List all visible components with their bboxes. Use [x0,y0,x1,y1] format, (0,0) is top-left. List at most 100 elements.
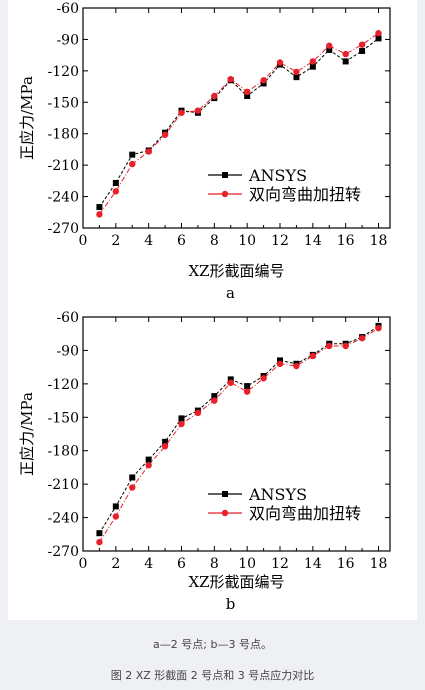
legend-marker-square [222,172,228,178]
y-tick-label: -210 [48,158,79,174]
series-line-ansys [98,325,379,534]
data-point-ansys [96,204,103,211]
legend-label: 双向弯曲加扭转 [249,504,361,523]
x-tick-label: 12 [271,233,289,249]
data-point-bending-torsion [342,50,349,58]
data-point-bending-torsion [276,59,284,66]
y-tick-label: -90 [56,32,79,48]
figure-panel [8,0,417,620]
data-point-bending-torsion [161,443,169,450]
data-point-bending-torsion [358,334,366,342]
legend-marker-square [222,491,228,497]
y-tick-label: -60 [56,1,79,17]
legend-label: ANSYS [248,166,307,185]
x-tick-label: 18 [370,556,388,572]
x-tick-label: 16 [337,233,355,249]
x-tick-label: 10 [238,233,256,249]
data-point-bending-torsion [375,324,382,332]
data-point-ansys [375,35,382,42]
panel-label: b [226,595,236,613]
x-tick-label: 2 [111,233,120,249]
data-point-bending-torsion [129,160,136,168]
data-point-bending-torsion [227,379,234,386]
x-axis-label: XZ形截面编号 [188,262,284,280]
data-point-ansys [244,383,251,390]
x-tick-label: 4 [144,233,153,249]
data-point-bending-torsion [342,342,349,350]
x-tick-label: 14 [304,233,322,249]
data-point-ansys [326,46,333,53]
data-point-bending-torsion [194,107,202,114]
x-tick-label: 2 [111,556,120,572]
data-point-bending-torsion [326,342,333,350]
x-tick-label: 4 [144,556,153,572]
data-point-ansys [211,393,218,400]
data-point-bending-torsion [96,538,103,546]
y-tick-label: -150 [48,95,79,111]
data-point-ansys [112,179,119,186]
y-tick-label: -270 [48,544,79,560]
x-tick-label: 6 [177,556,186,572]
figure-caption: 图 2 XZ 形截面 2 号点和 3 号点应力对比 [110,669,315,682]
data-point-bending-torsion [358,41,366,48]
y-tick-label: -240 [48,190,79,206]
data-point-ansys [162,438,169,445]
data-point-ansys [244,93,251,99]
x-tick-label: 8 [210,233,219,249]
data-point-bending-torsion [293,68,300,76]
legend-marker-circle [221,190,229,198]
data-point-ansys [342,58,349,65]
data-point-ansys [129,151,136,158]
data-point-ansys [145,456,152,463]
data-point-ansys [227,376,234,383]
data-point-ansys [293,74,300,81]
data-point-bending-torsion [293,362,300,370]
data-point-bending-torsion [178,109,185,116]
x-tick-label: 18 [370,233,388,249]
x-tick-label: 8 [210,556,219,572]
data-point-ansys [96,530,103,537]
data-point-bending-torsion [145,462,152,469]
data-point-bending-torsion [243,88,251,96]
data-point-bending-torsion [375,29,382,37]
data-point-ansys [359,47,366,54]
data-point-bending-torsion [211,92,218,100]
data-point-ansys [112,503,119,510]
y-tick-label: -240 [48,511,79,527]
x-tick-label: 0 [79,556,88,572]
data-point-bending-torsion [161,131,169,138]
comparison-charts: 0 2 4 6 8 10 12 14 16 18 -60 -90 -120 -150 -180 -210 -24… [18,1,391,613]
y-tick-label: -180 [48,444,79,460]
y-tick-label: -180 [48,127,79,143]
data-point-ansys [129,474,136,481]
figure-subcaption: a—2 号点; b—3 号点。 [153,638,272,651]
data-point-bending-torsion [309,352,317,360]
data-point-bending-torsion [260,375,267,382]
x-tick-label: 6 [177,233,186,249]
y-tick-label: -210 [48,477,79,493]
y-tick-label: -60 [56,310,79,326]
x-tick-label: 14 [304,556,322,572]
y-tick-label: -120 [48,377,79,393]
data-point-bending-torsion [243,388,251,395]
data-point-bending-torsion [211,397,218,404]
y-tick-label: -120 [48,64,79,80]
data-point-bending-torsion [145,148,152,155]
series-line-ansys [99,37,379,208]
data-point-bending-torsion [194,409,202,417]
legend-label: 双向弯曲加扭转 [249,185,361,204]
data-point-bending-torsion [309,58,317,65]
data-point-ansys [309,63,316,70]
x-tick-label: 0 [79,233,88,249]
plot-frame [82,7,391,229]
legend-marker-circle [221,509,229,517]
data-point-bending-torsion [227,76,234,83]
data-point-ansys [277,357,284,364]
data-point-bending-torsion [112,188,120,195]
x-tick-label: 10 [238,556,256,572]
y-tick-label: -150 [48,410,79,426]
y-tick-label: -90 [56,343,79,359]
y-tick-label: -270 [48,221,79,237]
y-axis-label: 正应力/MPa [18,392,36,476]
x-tick-label: 12 [271,556,289,572]
